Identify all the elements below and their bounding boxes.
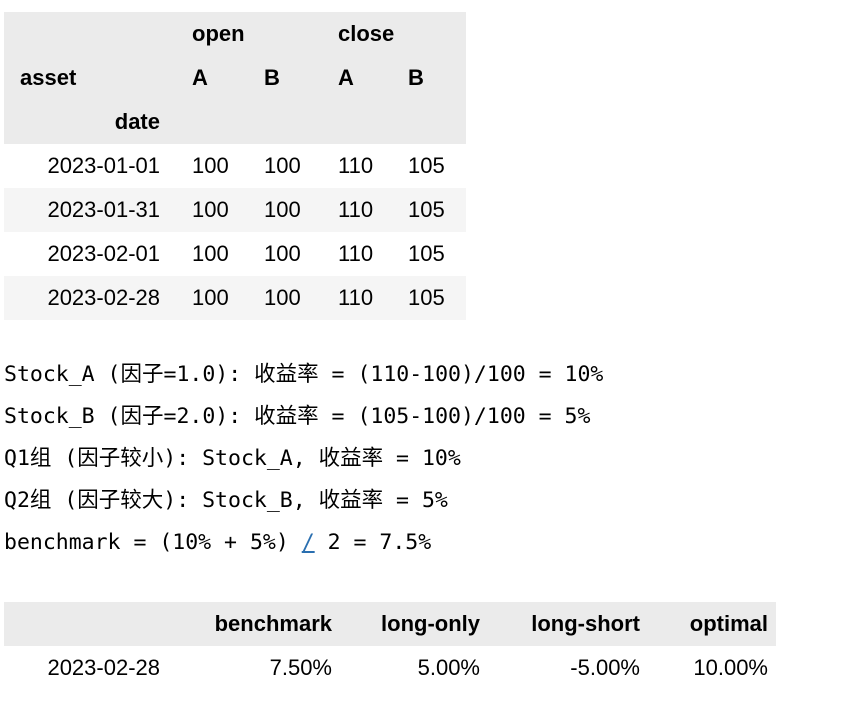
column-header-long-short: long-short — [531, 611, 640, 636]
header-blank — [4, 602, 180, 646]
table-cell: 105 — [408, 197, 445, 222]
table-cell: 100 — [192, 197, 229, 222]
table-row: 2023-01-01 100 100 110 105 — [4, 144, 466, 188]
table-cell: 100 — [264, 153, 301, 178]
column-header-close: close — [338, 21, 395, 46]
header-blank — [180, 100, 252, 144]
column-header-optimal: optimal — [689, 611, 768, 636]
table-cell: 10.00% — [693, 655, 768, 680]
division-operator: / — [301, 530, 315, 555]
row-index: 2023-02-28 — [47, 655, 160, 680]
table-cell: 7.50% — [269, 655, 332, 680]
table-row: 2023-01-31 100 100 110 105 — [4, 188, 466, 232]
column-header-a: A — [338, 65, 354, 90]
columns-name-asset: asset — [20, 65, 77, 90]
header-row-level-0: open close — [4, 12, 466, 56]
table-cell: 110 — [338, 197, 374, 222]
header-blank — [252, 12, 326, 56]
table-cell: 100 — [192, 285, 229, 310]
cell-stdout-output: Stock_A (因子=1.0): 收益率 = (110-100)/100 = … — [4, 354, 603, 564]
table-row: 2023-02-01 100 100 110 105 — [4, 232, 466, 276]
table-cell: 110 — [338, 241, 374, 266]
returns-dataframe: benchmark long-only long-short optimal 2… — [4, 602, 776, 690]
prices-dataframe: open close asset A B A B date 2023-01-01… — [4, 12, 466, 320]
table-row: 2023-02-28 100 100 110 105 — [4, 276, 466, 320]
header-blank — [252, 100, 326, 144]
column-header-b: B — [264, 65, 280, 90]
column-header-b: B — [408, 65, 424, 90]
header-row: benchmark long-only long-short optimal — [4, 602, 776, 646]
table-cell: 100 — [192, 241, 229, 266]
header-blank — [4, 12, 180, 56]
table-cell: 105 — [408, 153, 445, 178]
output-line-q2-group: Q2组 (因子较大): Stock_B, 收益率 = 5% — [4, 488, 448, 513]
table-cell: 100 — [192, 153, 229, 178]
output-line-stock-a: Stock_A (因子=1.0): 收益率 = (110-100)/100 = … — [4, 362, 604, 387]
header-row-level-1: asset A B A B — [4, 56, 466, 100]
row-index: 2023-02-01 — [47, 241, 160, 266]
benchmark-text-after: 2 = 7.5% — [314, 530, 432, 555]
table-cell: 110 — [338, 153, 374, 178]
header-blank — [396, 12, 466, 56]
column-header-a: A — [192, 65, 208, 90]
row-index: 2023-02-28 — [47, 285, 160, 310]
table-cell: 110 — [338, 285, 374, 310]
table-cell: 100 — [264, 285, 301, 310]
output-line-benchmark: benchmark = (10% + 5%) / 2 = 7.5% — [4, 530, 431, 555]
header-row-index-name: date — [4, 100, 466, 144]
index-name-date: date — [114, 109, 160, 134]
table-row: 2023-02-28 7.50% 5.00% -5.00% 10.00% — [4, 646, 776, 690]
column-header-benchmark: benchmark — [214, 611, 332, 636]
column-header-long-only: long-only — [381, 611, 480, 636]
row-index: 2023-01-01 — [47, 153, 160, 178]
table-cell: 105 — [408, 241, 445, 266]
table-cell: 105 — [408, 285, 445, 310]
table-cell: 5.00% — [417, 655, 480, 680]
header-blank — [396, 100, 466, 144]
table-cell: 100 — [264, 197, 301, 222]
header-blank — [326, 100, 396, 144]
output-line-q1-group: Q1组 (因子较小): Stock_A, 收益率 = 10% — [4, 446, 461, 471]
table-cell: 100 — [264, 241, 301, 266]
column-header-open: open — [192, 21, 245, 46]
row-index: 2023-01-31 — [47, 197, 160, 222]
output-line-stock-b: Stock_B (因子=2.0): 收益率 = (105-100)/100 = … — [4, 404, 591, 429]
table-cell: -5.00% — [570, 655, 640, 680]
benchmark-text-before: benchmark = (10% + 5%) — [4, 530, 302, 555]
